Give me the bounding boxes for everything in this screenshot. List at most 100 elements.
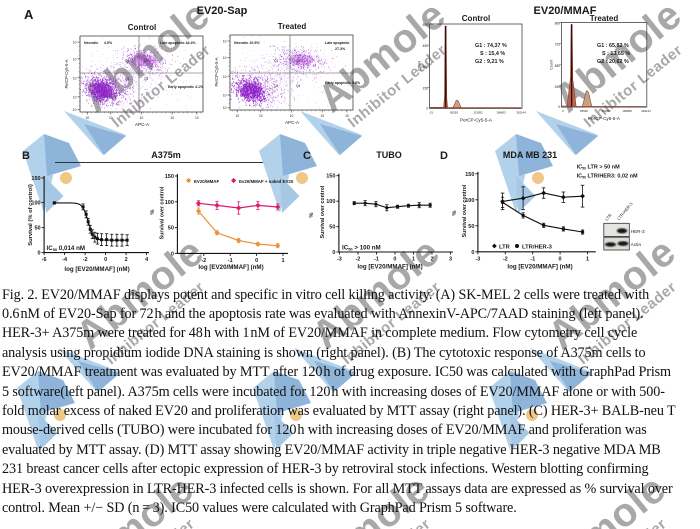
- svg-text:100: 100: [465, 198, 474, 204]
- svg-text:960: 960: [555, 21, 561, 25]
- svg-text:0: 0: [426, 106, 428, 110]
- svg-text:log [EV20/MMAF] (nM): log [EV20/MMAF] (nM): [198, 264, 263, 271]
- svg-text:Q1: Q1: [125, 59, 129, 63]
- svg-text:4.9%: 4.9%: [104, 41, 113, 45]
- svg-text:Survival over control: Survival over control: [462, 184, 468, 237]
- svg-text:A: A: [24, 7, 34, 22]
- svg-text:A375m: A375m: [151, 150, 181, 160]
- svg-text:0: 0: [332, 250, 335, 256]
- svg-text:Treated: Treated: [590, 14, 619, 23]
- svg-text:LTR-HER-3: LTR-HER-3: [616, 201, 634, 221]
- svg-text:1: 1: [412, 257, 415, 263]
- svg-text:Q1: Q1: [274, 59, 278, 63]
- svg-text:%: %: [150, 209, 156, 214]
- svg-text:-2: -2: [83, 257, 88, 263]
- svg-text:10: 10: [86, 116, 90, 120]
- svg-text:10: 10: [73, 41, 77, 45]
- svg-text:-6: -6: [42, 257, 47, 263]
- svg-text:APC-A: APC-A: [285, 120, 300, 125]
- svg-text:LTR: LTR: [604, 213, 613, 222]
- svg-text:log [EV20/MMAF] (nM): log [EV20/MMAF] (nM): [357, 264, 422, 271]
- svg-text:Treated: Treated: [278, 22, 307, 31]
- svg-text:PerCP-Cy5-5-A: PerCP-Cy5-5-A: [588, 116, 621, 121]
- svg-text:600: 600: [423, 23, 429, 27]
- svg-text:196603: 196603: [496, 110, 506, 114]
- svg-text:262144: 262144: [516, 110, 526, 114]
- svg-text:S : 15,4 %: S : 15,4 %: [480, 51, 505, 57]
- svg-text:Late apoptotic: Late apoptotic: [325, 41, 350, 45]
- svg-text:0: 0: [38, 251, 41, 257]
- svg-text:APC-A: APC-A: [135, 122, 150, 127]
- svg-text:65520: 65520: [450, 110, 458, 114]
- svg-text:150: 150: [165, 174, 174, 180]
- svg-text:10: 10: [223, 94, 227, 98]
- svg-text:10: 10: [73, 57, 77, 61]
- svg-text:10: 10: [236, 114, 240, 118]
- svg-text:G2 : 20,62 %: G2 : 20,62 %: [597, 59, 629, 65]
- svg-text:Count: Count: [549, 60, 553, 70]
- svg-text:10: 10: [259, 114, 263, 118]
- svg-text:10: 10: [223, 75, 227, 79]
- svg-text:10: 10: [345, 114, 349, 118]
- svg-text:0: 0: [104, 257, 107, 263]
- svg-text:10: 10: [195, 116, 199, 120]
- svg-text:-2: -2: [503, 256, 508, 262]
- svg-text:Early apoptotic 5.8%: Early apoptotic 5.8%: [325, 81, 361, 85]
- svg-text:0: 0: [393, 257, 396, 263]
- svg-text:10: 10: [73, 108, 77, 112]
- svg-text:10: 10: [140, 116, 144, 120]
- svg-text:LTR: LTR: [499, 245, 511, 251]
- svg-text:Survival over control: Survival over control: [320, 185, 326, 238]
- svg-text:0: 0: [171, 251, 174, 257]
- svg-text:G1 : 65,82 %: G1 : 65,82 %: [597, 43, 629, 49]
- svg-text:MDA MB 231: MDA MB 231: [503, 150, 557, 160]
- svg-text:LTR/HER-3: LTR/HER-3: [522, 245, 553, 251]
- svg-text:IC50 LTR > 50 nM: IC50 LTR > 50 nM: [577, 165, 620, 171]
- svg-text:G2 : 9,21 %: G2 : 9,21 %: [475, 59, 504, 65]
- svg-text:Survival (% of control): Survival (% of control): [28, 184, 34, 246]
- svg-text:4: 4: [145, 257, 149, 263]
- svg-text:100: 100: [31, 201, 40, 207]
- svg-text:150: 150: [423, 86, 429, 90]
- svg-text:%: %: [452, 210, 458, 215]
- svg-text:100: 100: [326, 199, 335, 205]
- svg-text:0: 0: [255, 258, 258, 264]
- svg-text:TUBO: TUBO: [376, 150, 402, 160]
- svg-text:-1: -1: [374, 257, 379, 263]
- svg-text:262144: 262144: [641, 109, 651, 113]
- svg-text:-4: -4: [62, 257, 68, 263]
- svg-text:EV20/MMAF: EV20/MMAF: [534, 5, 597, 17]
- svg-text:Control: Control: [128, 23, 156, 32]
- svg-text:IC50 LTR/HER3: 0,02 nM: IC50 LTR/HER3: 0,02 nM: [577, 174, 638, 180]
- svg-text:-3: -3: [337, 257, 342, 263]
- svg-text:1: 1: [586, 256, 589, 262]
- svg-text:0: 0: [559, 256, 562, 262]
- svg-text:50: 50: [329, 225, 335, 231]
- svg-text:Necrotic 10.9%: Necrotic 10.9%: [234, 41, 260, 45]
- svg-text:Q2: Q2: [296, 59, 300, 63]
- svg-text:0: 0: [471, 250, 474, 256]
- svg-text:Survival over control: Survival over control: [160, 186, 166, 239]
- svg-text:IC50 > 100 nM: IC50 > 100 nM: [342, 245, 381, 252]
- svg-text:Early apoptotic 4.1%: Early apoptotic 4.1%: [168, 85, 204, 89]
- svg-text:150: 150: [326, 174, 335, 180]
- svg-text:-2: -2: [201, 258, 206, 264]
- svg-text:EV20/MMAF: EV20/MMAF: [194, 179, 219, 184]
- svg-text:10: 10: [73, 95, 77, 99]
- svg-text:PerCP-Cy5-5-A: PerCP-Cy5-5-A: [64, 59, 69, 88]
- svg-text:480: 480: [555, 64, 561, 68]
- svg-text:10: 10: [109, 116, 113, 120]
- svg-text:%: %: [309, 212, 315, 217]
- svg-text:D: D: [440, 150, 448, 162]
- svg-text:Q2: Q2: [144, 59, 148, 63]
- svg-text:Ev20/MMAF + naked EV20: Ev20/MMAF + naked EV20: [239, 179, 294, 184]
- svg-text:450: 450: [423, 44, 429, 48]
- svg-text:-3: -3: [475, 256, 480, 262]
- svg-text:50: 50: [168, 226, 174, 232]
- svg-text:10: 10: [320, 114, 324, 118]
- svg-text:Late apoptotic 44.4%: Late apoptotic 44.4%: [160, 41, 197, 45]
- svg-text:240: 240: [555, 85, 561, 89]
- svg-text:10: 10: [290, 114, 294, 118]
- svg-text:-2: -2: [355, 257, 360, 263]
- svg-text:Q3: Q3: [125, 77, 129, 81]
